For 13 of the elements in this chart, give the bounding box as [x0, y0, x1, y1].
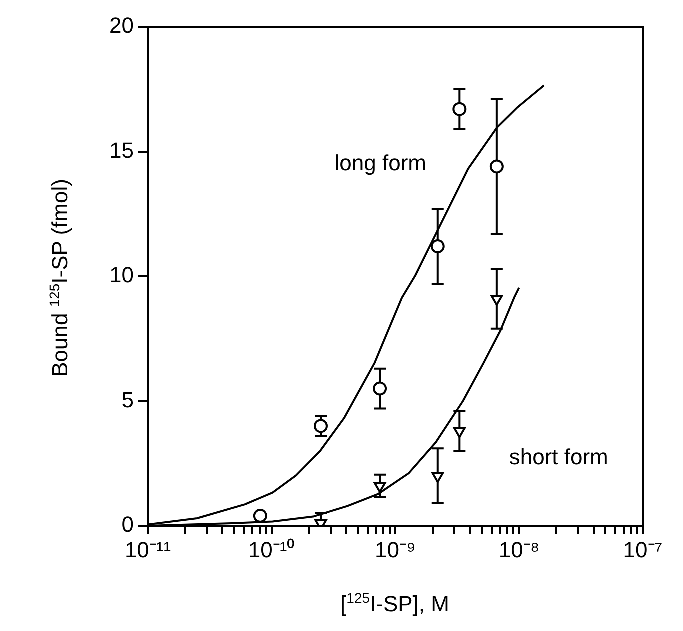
y-tick-label: 5: [122, 387, 134, 412]
x-tick-label: 10⁻¹⁰: [248, 537, 296, 562]
y-tick-label: 10: [110, 262, 134, 288]
x-axis-title: [$^{125}$I-SP], M: [340, 590, 450, 618]
annotation: long form: [334, 150, 427, 176]
x-tick-label: 10⁻¹¹: [124, 537, 172, 562]
y-tick-label: 20: [110, 13, 134, 38]
y-tick-label: 15: [110, 138, 134, 163]
x-tick-label: 10⁻⁹: [375, 537, 416, 562]
annotation: short form: [509, 444, 608, 470]
y-tick-label: 0: [122, 512, 134, 538]
x-tick-label: 10⁻⁸: [498, 537, 540, 562]
x-tick-label: 10⁻⁷: [623, 537, 663, 562]
